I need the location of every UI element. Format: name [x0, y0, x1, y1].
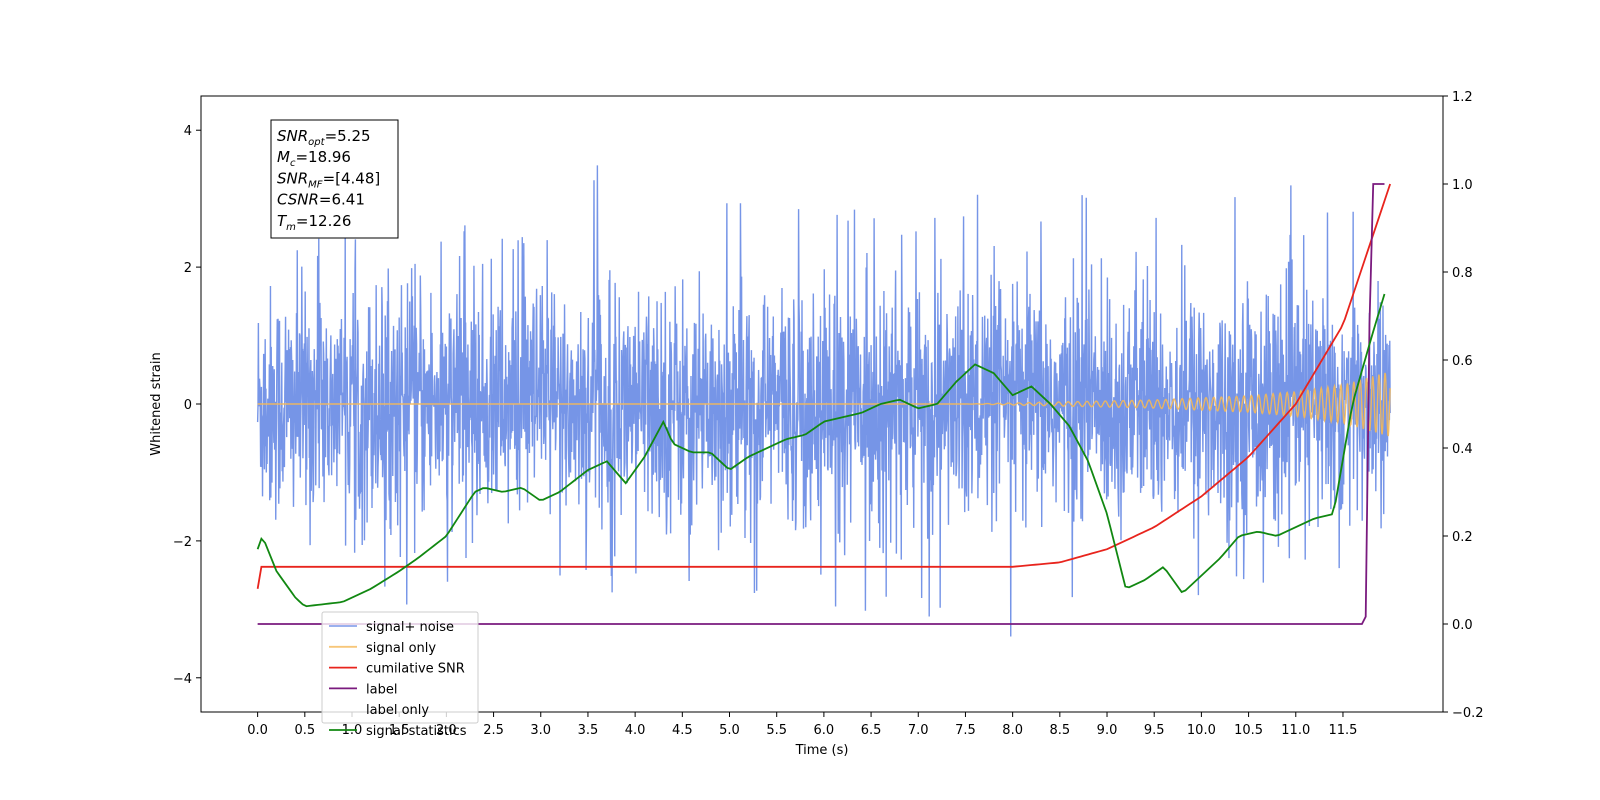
series-signal-only-line [257, 372, 1391, 437]
x-tick-label: 4.5 [672, 723, 693, 738]
x-tick-label: 10.5 [1234, 723, 1263, 738]
y-right-tick-label: 1.0 [1452, 178, 1473, 193]
stats-annotation-box: SNRopt=5.25Mc=18.96SNRMF=[4.48]CSNR=6.41… [270, 119, 399, 239]
x-tick-label: 9.0 [1097, 723, 1118, 738]
y-right-tick-label: 0.6 [1452, 354, 1473, 369]
x-tick-label: 5.5 [766, 723, 787, 738]
annotation-value: =12.26 [296, 212, 352, 230]
axes-layer: 0.0 0.5 1.0 1.5 2.0 2.5 3.0 3.5 4.0 4.5 5.0 5.5 6.0 6… [173, 90, 1484, 738]
annotation-value: =5.25 [325, 127, 371, 145]
y-right-tick-label: −0.2 [1452, 706, 1484, 721]
annotation-line: Tm=12.26 [277, 212, 351, 233]
annotation-symbol: M [277, 148, 290, 166]
annotation-line: CSNR=6.41 [277, 191, 365, 209]
annotation-frame [270, 119, 399, 239]
annotation-symbol: SNR [277, 127, 308, 145]
annotation-value: =[4.48] [323, 169, 381, 187]
x-tick-label: 8.0 [1002, 723, 1023, 738]
annotation-symbol: SNR [277, 169, 308, 187]
x-tick-label: 11.5 [1328, 723, 1357, 738]
x-tick-label: 2.5 [483, 723, 504, 738]
y-left-tick-label: 2 [184, 261, 192, 276]
legend-item: signal only [329, 641, 436, 656]
legend-item: signal statistics [329, 724, 467, 739]
x-tick-label: 11.0 [1281, 723, 1310, 738]
legend-label: signal only [366, 641, 436, 656]
annotation-subscript: c [290, 158, 296, 169]
y-left-tick-label: −4 [173, 672, 192, 687]
series-cumulative-snr-line [256, 183, 1392, 589]
x-tick-label: 4.0 [625, 723, 646, 738]
x-tick-label: 3.0 [530, 723, 551, 738]
x-tick-label: 8.5 [1049, 723, 1070, 738]
annotation-subscript: m [286, 222, 296, 233]
annotation-value: =18.96 [295, 148, 351, 166]
annotation-symbol: T [277, 212, 288, 230]
annotation-line: SNRMF=[4.48] [277, 169, 380, 190]
annotation-line: SNRopt=5.25 [277, 127, 371, 148]
legend: signal+ noise signal only cumilative SNR la… [321, 611, 479, 739]
x-tick-label: 0.0 [247, 723, 268, 738]
x-tick-label: 6.5 [861, 723, 882, 738]
legend-frame [321, 611, 479, 724]
x-tick-label: 0.5 [294, 723, 315, 738]
legend-item: label [329, 682, 397, 697]
x-tick-label: 3.5 [578, 723, 599, 738]
y-right-tick-label: 0.8 [1452, 266, 1473, 281]
x-tick-label: 2.0 [436, 723, 457, 738]
y-right-tick-label: 0.0 [1452, 618, 1473, 633]
x-tick-label: 1.5 [389, 723, 410, 738]
legend-item: label only [366, 703, 429, 718]
legend-label: signal+ noise [366, 620, 454, 635]
legend-label: cumilative SNR [366, 662, 465, 677]
annotation-symbol: CSNR [277, 191, 319, 209]
legend-label: signal statistics [366, 724, 467, 739]
legend-label: label only [366, 703, 429, 718]
series-signal-statistics-line [256, 293, 1386, 608]
annotation-subscript: opt [308, 137, 325, 148]
y-left-tick-label: −2 [173, 535, 192, 550]
x-tick-label: 5.0 [719, 723, 740, 738]
annotation-line: Mc=18.96 [277, 148, 351, 169]
x-tick-label: 9.5 [1144, 723, 1165, 738]
y-left-tick-label: 0 [184, 398, 192, 413]
y-left-tick-label: 4 [184, 124, 192, 139]
y-right-tick-label: 0.4 [1452, 442, 1473, 457]
x-tick-label: 7.5 [955, 723, 976, 738]
y-axis-label: Whitened strain [149, 352, 164, 455]
y-right-tick-label: 1.2 [1452, 90, 1473, 105]
x-tick-label: 6.0 [814, 723, 835, 738]
legend-label: label [366, 682, 397, 697]
x-tick-label: 7.0 [908, 723, 929, 738]
legend-item: signal+ noise [329, 620, 454, 635]
annotation-subscript: MF [308, 179, 323, 190]
series-signal-noise-line [256, 165, 1391, 637]
legend-item: cumilative SNR [329, 662, 465, 677]
annotation-value: =6.41 [319, 191, 365, 209]
x-axis-label: Time (s) [795, 743, 849, 758]
x-tick-label: 10.0 [1187, 723, 1216, 738]
y-right-tick-label: 0.2 [1452, 530, 1473, 545]
